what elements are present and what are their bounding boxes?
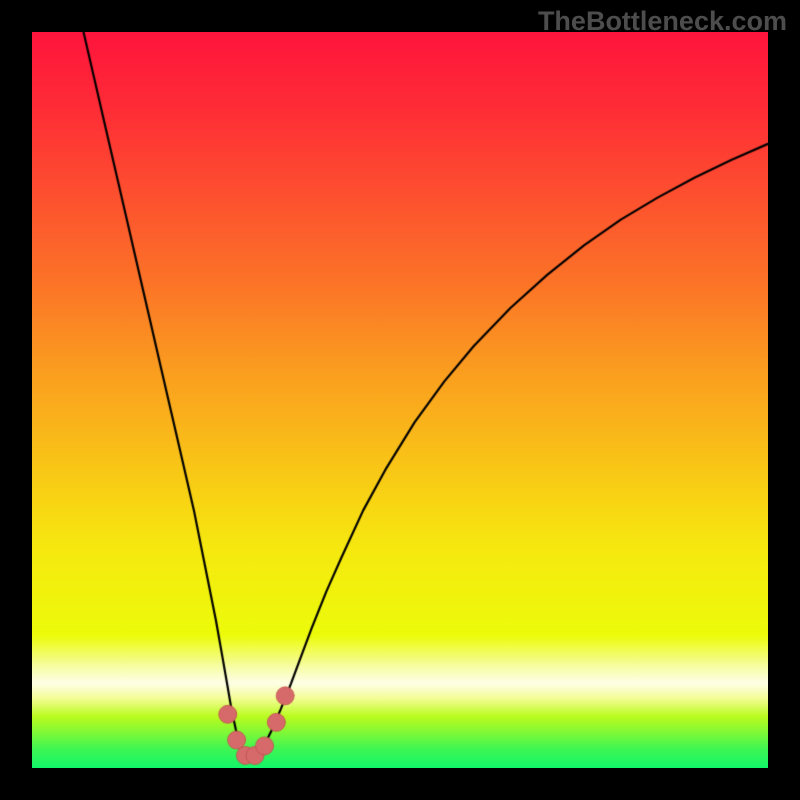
watermark-text: TheBottleneck.com <box>538 6 787 37</box>
chart-stage: TheBottleneck.com <box>0 0 800 800</box>
curve-canvas <box>0 0 800 800</box>
